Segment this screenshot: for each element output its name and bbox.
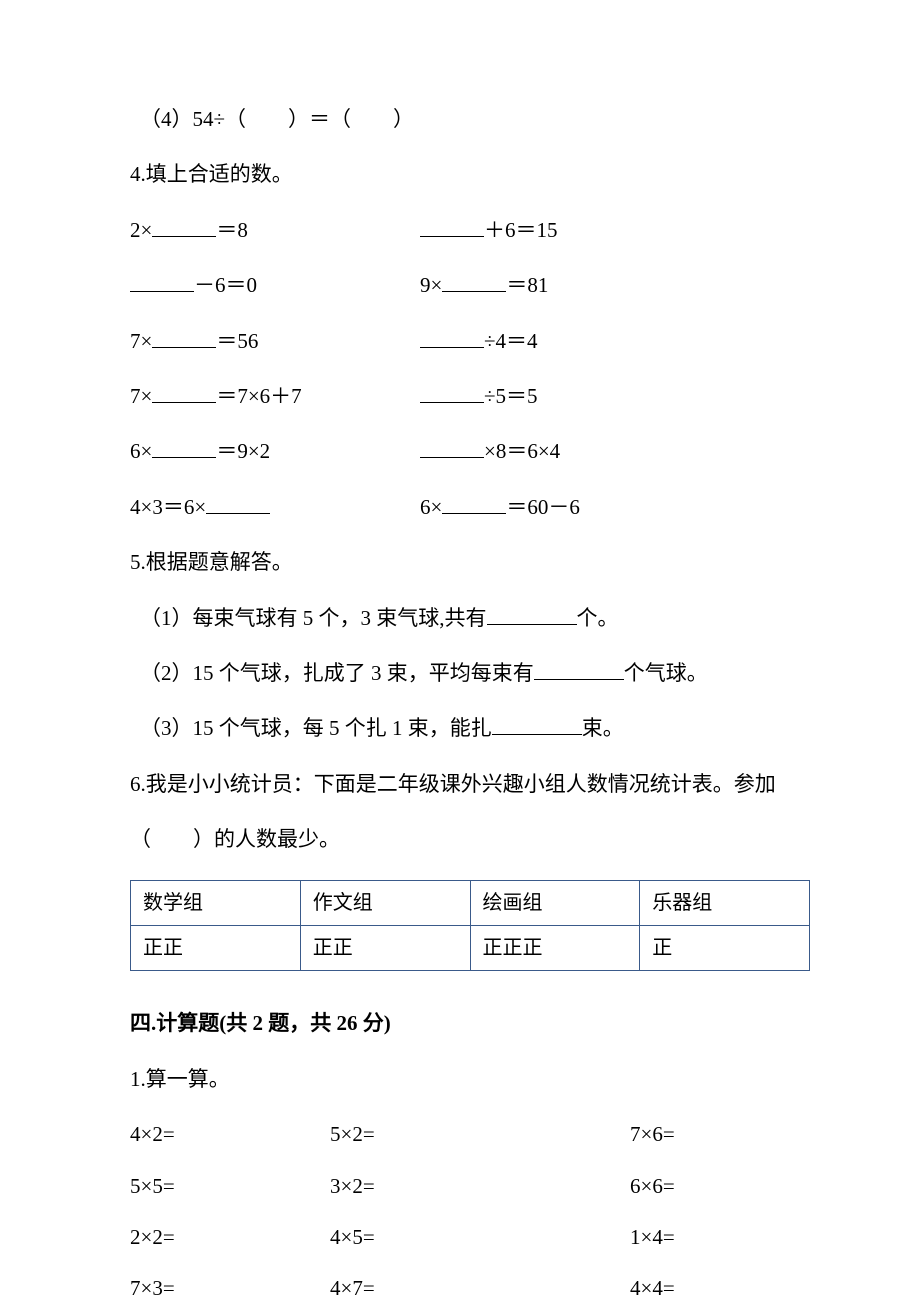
calc-cell: 4×7= (330, 1274, 630, 1303)
blank (420, 219, 484, 237)
blank (420, 385, 484, 403)
calc-cell: 4×4= (630, 1274, 675, 1303)
q5-2a: （2）15 个气球，扎成了 3 束，平均每束有 (140, 661, 534, 685)
q4-r4a-pre: 7× (130, 384, 152, 408)
calc-row-1: 4×2= 5×2= 7×6= (130, 1120, 800, 1149)
calc-cell: 6×6= (630, 1172, 675, 1201)
q4-r3a-tail: ＝56 (216, 329, 258, 353)
calc-row-4: 7×3= 4×7= 4×4= (130, 1274, 800, 1303)
calc-cell: 2×2= (130, 1223, 330, 1252)
q4-r5a-pre: 6× (130, 439, 152, 463)
blank (487, 607, 577, 625)
section-4-title: 四.计算题(共 2 题，共 26 分) (130, 1009, 800, 1038)
blank (206, 496, 270, 514)
q6-line-2: （ ）的人数最少。 (130, 825, 800, 854)
q4-title: 4.填上合适的数。 (130, 160, 800, 189)
table-header: 作文组 (300, 881, 470, 926)
blank (152, 330, 216, 348)
q5-item-3: （3）15 个气球，每 5 个扎 1 束，能扎 束。 (140, 714, 800, 743)
q4-r4a-tail: ＝7×6＋7 (216, 384, 301, 408)
calc-cell: 5×5= (130, 1172, 330, 1201)
q4-row-4: 7× ＝7×6＋7 ÷5＝5 (130, 382, 800, 411)
calc-row-3: 2×2= 4×5= 1×4= (130, 1223, 800, 1252)
q5-3a: （3）15 个气球，每 5 个扎 1 束，能扎 (140, 716, 492, 740)
q4-row-2: －6＝0 9× ＝81 (130, 271, 800, 300)
q4-r1b-tail: ＋6＝15 (484, 218, 558, 242)
calc-cell: 1×4= (630, 1223, 675, 1252)
table-cell: 正正正 (470, 926, 640, 971)
blank (420, 440, 484, 458)
tally-table: 数学组 作文组 绘画组 乐器组 正正 正正 正正正 正 (130, 880, 810, 971)
table-cell: 正 (640, 926, 810, 971)
calc-cell: 7×6= (630, 1120, 675, 1149)
blank (442, 274, 506, 292)
q4-r4b-tail: ÷5＝5 (484, 384, 538, 408)
calc-row-2: 5×5= 3×2= 6×6= (130, 1172, 800, 1201)
q4-row-6: 4×3＝6× 6× ＝60－6 (130, 493, 800, 522)
blank (534, 662, 624, 680)
q4-r1a-tail: ＝8 (216, 218, 248, 242)
q3-item-4: （4）54÷（ ）＝（ ） (140, 105, 800, 134)
q4-r6a-pre: 4×3＝6× (130, 495, 206, 519)
calc-title: 1.算一算。 (130, 1065, 800, 1094)
blank (152, 219, 216, 237)
blank (152, 385, 216, 403)
table-cell: 正正 (131, 926, 301, 971)
q4-r3a-pre: 7× (130, 329, 152, 353)
q5-item-2: （2）15 个气球，扎成了 3 束，平均每束有 个气球。 (140, 659, 800, 688)
q5-3b: 束。 (582, 716, 624, 740)
calc-cell: 4×2= (130, 1120, 330, 1149)
table-row: 正正 正正 正正正 正 (131, 926, 810, 971)
q4-r1a-pre: 2× (130, 218, 152, 242)
calc-cell: 3×2= (330, 1172, 630, 1201)
q4-r2b-tail: ＝81 (506, 273, 548, 297)
blank (420, 330, 484, 348)
q4-row-5: 6× ＝9×2 ×8＝6×4 (130, 437, 800, 466)
q4-r6b-pre: 6× (420, 495, 442, 519)
q4-r6b-tail: ＝60－6 (506, 495, 580, 519)
calc-cell: 5×2= (330, 1120, 630, 1149)
table-row: 数学组 作文组 绘画组 乐器组 (131, 881, 810, 926)
table-header: 数学组 (131, 881, 301, 926)
calc-cell: 4×5= (330, 1223, 630, 1252)
q4-r2b-pre: 9× (420, 273, 442, 297)
q4-row-1: 2× ＝8 ＋6＝15 (130, 216, 800, 245)
q4-r2a-tail: －6＝0 (194, 273, 257, 297)
q5-item-1: （1）每束气球有 5 个，3 束气球,共有 个。 (140, 604, 800, 633)
q4-row-3: 7× ＝56 ÷4＝4 (130, 327, 800, 356)
blank (492, 717, 582, 735)
table-cell: 正正 (300, 926, 470, 971)
q6-line-1: 6.我是小小统计员：下面是二年级课外兴趣小组人数情况统计表。参加 (130, 770, 800, 799)
q4-r5a-tail: ＝9×2 (216, 439, 270, 463)
q4-r5b-tail: ×8＝6×4 (484, 439, 560, 463)
blank (152, 440, 216, 458)
q5-title: 5.根据题意解答。 (130, 548, 800, 577)
blank (130, 274, 194, 292)
calc-cell: 7×3= (130, 1274, 330, 1303)
table-header: 绘画组 (470, 881, 640, 926)
q5-2b: 个气球。 (624, 661, 708, 685)
table-header: 乐器组 (640, 881, 810, 926)
q5-1b: 个。 (577, 606, 619, 630)
q4-r3b-tail: ÷4＝4 (484, 329, 538, 353)
blank (442, 496, 506, 514)
q5-1a: （1）每束气球有 5 个，3 束气球,共有 (140, 606, 487, 630)
